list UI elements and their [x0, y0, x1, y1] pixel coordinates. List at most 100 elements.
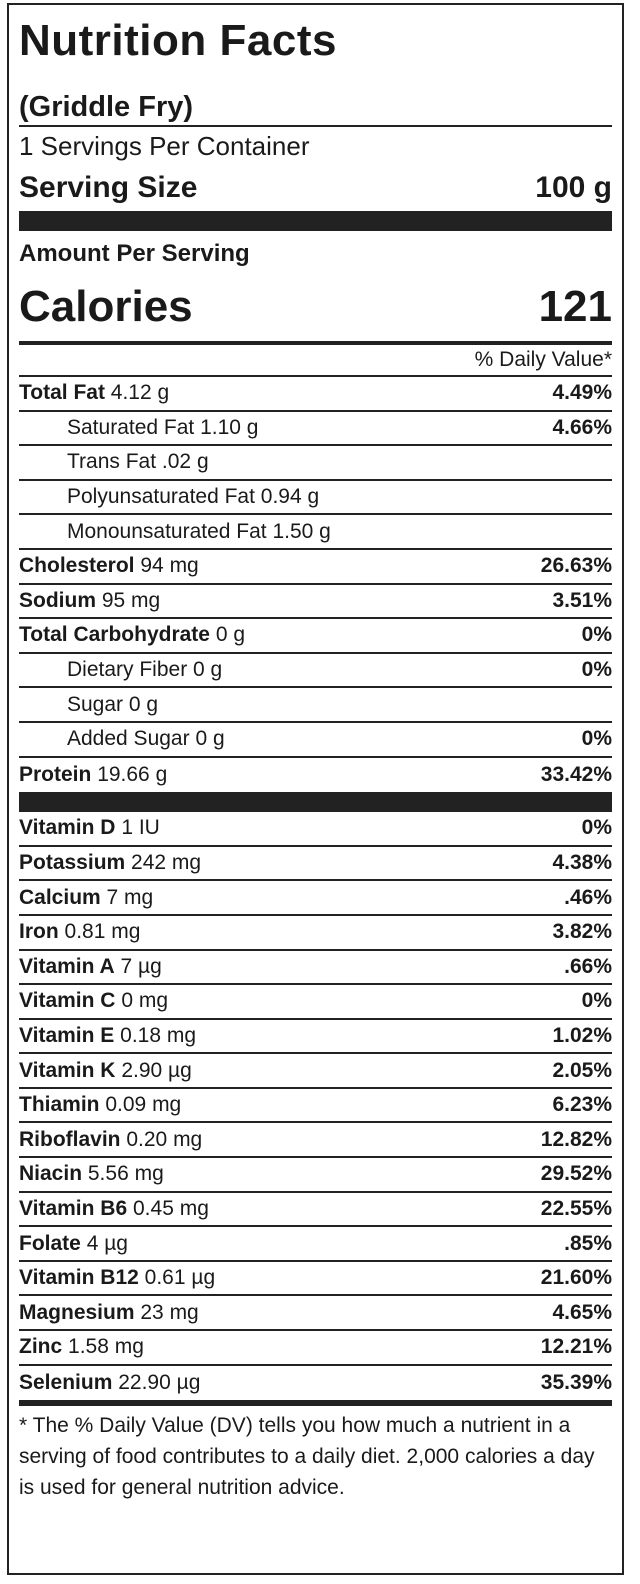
nutrient-name-cell: Trans Fat .02 g	[19, 450, 209, 474]
nutrient-name-cell: Folate 4 µg	[19, 1232, 128, 1256]
nutrient-name-cell: Polyunsaturated Fat 0.94 g	[19, 485, 319, 509]
nutrient-label: Potassium	[19, 851, 126, 875]
nutrient-label: Saturated Fat	[67, 415, 195, 439]
nutrient-amount: 4.12 g	[110, 381, 170, 405]
nutrient-row: Magnesium 23 mg 4.65%	[19, 1296, 612, 1332]
nutrient-label: Polyunsaturated Fat	[67, 485, 255, 509]
daily-value-percent: 4.66%	[552, 415, 612, 439]
calories-label: Calories	[19, 282, 193, 331]
nutrient-amount: 0.45 mg	[133, 1196, 209, 1220]
nutrient-name-cell: Vitamin A 7 µg	[19, 955, 162, 979]
nutrient-row: Selenium 22.90 µg 35.39%	[19, 1366, 612, 1401]
nutrient-row: Vitamin C 0 mg 0%	[19, 985, 612, 1020]
divider	[19, 125, 612, 127]
footnote: * The % Daily Value (DV) tells you how m…	[19, 1414, 595, 1500]
nutrient-amount: 0.94 g	[260, 485, 320, 509]
nutrient-label: Sugar	[67, 692, 124, 716]
daily-value-percent: 4.49%	[552, 381, 612, 405]
nutrient-label: Niacin	[19, 1162, 83, 1186]
nutrient-label: Sodium	[19, 588, 96, 612]
daily-value-percent: 4.38%	[552, 851, 612, 875]
nutrient-label: Zinc	[19, 1335, 63, 1359]
divider	[19, 375, 612, 377]
nutrient-amount: 0 g	[195, 727, 225, 751]
serving-size-value: 100 g	[535, 171, 612, 204]
nutrient-name-cell: Sodium 95 mg	[19, 589, 160, 613]
nutrient-name-cell: Monounsaturated Fat 1.50 g	[19, 520, 331, 544]
label-subtitle: (Griddle Fry)	[19, 91, 194, 123]
daily-value-percent: 29.52%	[540, 1162, 612, 1186]
daily-value-percent: 6.23%	[552, 1093, 612, 1117]
serving-size-label: Serving Size	[19, 171, 198, 204]
nutrient-row: Saturated Fat 1.10 g 4.66%	[19, 412, 612, 447]
nutrient-name-cell: Total Fat 4.12 g	[19, 381, 169, 405]
nutrient-amount: 0 g	[128, 692, 159, 716]
nutrient-name-cell: Vitamin B6 0.45 mg	[19, 1197, 209, 1221]
nutrient-row: Trans Fat .02 g	[19, 446, 612, 481]
daily-value-percent: 0%	[581, 989, 612, 1013]
nutrient-name-cell: Riboflavin 0.20 mg	[19, 1128, 202, 1152]
daily-value-percent: 33.42%	[540, 762, 612, 786]
daily-value-percent: 2.05%	[552, 1058, 612, 1082]
nutrient-name-cell: Vitamin D 1 IU	[19, 816, 160, 840]
nutrient-amount: 1 IU	[121, 816, 160, 840]
nutrient-row: Vitamin D 1 IU 0%	[19, 812, 612, 847]
daily-value-percent: .85%	[564, 1231, 612, 1255]
nutrient-row: Iron 0.81 mg 3.82%	[19, 916, 612, 951]
daily-value-percent: 12.82%	[540, 1127, 612, 1151]
thick-divider	[19, 792, 612, 813]
nutrient-label: Added Sugar	[67, 727, 190, 751]
daily-value-percent: 21.60%	[540, 1266, 612, 1290]
nutrient-name-cell: Saturated Fat 1.10 g	[19, 416, 258, 440]
nutrient-row: Monounsaturated Fat 1.50 g	[19, 515, 612, 550]
nutrient-row: Sugar 0 g	[19, 688, 612, 723]
nutrient-name-cell: Zinc 1.58 mg	[19, 1335, 144, 1359]
nutrient-row: Polyunsaturated Fat 0.94 g	[19, 481, 612, 516]
nutrient-row: Folate 4 µg .85%	[19, 1227, 612, 1262]
nutrient-row: Potassium 242 mg 4.38%	[19, 847, 612, 882]
servings-per-container: 1 Servings Per Container	[19, 131, 310, 161]
daily-value-percent: .46%	[564, 885, 612, 909]
nutrient-label: Dietary Fiber	[67, 658, 188, 682]
nutrient-label: Vitamin E	[19, 1023, 115, 1047]
nutrient-amount: 0 g	[215, 623, 246, 647]
nutrient-amount: 242 mg	[131, 851, 202, 875]
nutrient-label: Folate	[19, 1231, 81, 1255]
nutrient-row: Vitamin B12 0.61 µg 21.60%	[19, 1262, 612, 1297]
nutrient-amount: 19.66 g	[97, 762, 168, 786]
nutrient-label: Vitamin B6	[19, 1196, 128, 1220]
nutrient-name-cell: Protein 19.66 g	[19, 763, 167, 787]
nutrient-amount: 22.90 µg	[118, 1370, 201, 1394]
nutrient-label: Calcium	[19, 885, 101, 909]
nutrient-amount: 5.56 mg	[87, 1162, 164, 1186]
nutrient-label: Iron	[19, 920, 59, 944]
nutrient-label: Vitamin B12	[19, 1266, 139, 1290]
nutrient-amount: 23 mg	[140, 1300, 199, 1324]
nutrient-amount: 0.20 mg	[126, 1127, 203, 1151]
daily-value-percent: 3.51%	[552, 588, 612, 612]
nutrient-label: Vitamin C	[19, 989, 116, 1013]
daily-value-percent: 12.21%	[540, 1335, 612, 1359]
nutrient-amount: 0 mg	[121, 989, 168, 1013]
nutrient-label: Total Carbohydrate	[19, 623, 210, 647]
nutrient-row: Vitamin K 2.90 µg 2.05%	[19, 1054, 612, 1089]
daily-value-percent: .66%	[564, 954, 612, 978]
nutrient-row: Vitamin A 7 µg .66%	[19, 951, 612, 986]
nutrient-label: Trans Fat	[67, 450, 157, 474]
daily-value-percent: 35.39%	[540, 1370, 612, 1394]
nutrient-name-cell: Potassium 242 mg	[19, 851, 201, 875]
nutrient-name-cell: Vitamin E 0.18 mg	[19, 1024, 196, 1048]
nutrient-row: Riboflavin 0.20 mg 12.82%	[19, 1123, 612, 1159]
nutrient-amount: 7 mg	[106, 885, 154, 909]
nutrient-row: Protein 19.66 g 33.42%	[19, 758, 612, 793]
nutrient-amount: 4 µg	[86, 1231, 128, 1255]
nutrient-name-cell: Dietary Fiber 0 g	[19, 658, 222, 682]
label-content: Nutrition Facts (Griddle Fry) 1 Servings…	[19, 5, 612, 1503]
amount-per-serving: Amount Per Serving	[19, 240, 250, 267]
daily-value-percent: 4.65%	[552, 1300, 612, 1324]
nutrient-amount: 95 mg	[101, 588, 161, 612]
nutrient-row: Calcium 7 mg .46%	[19, 881, 612, 916]
nutrient-name-cell: Added Sugar 0 g	[19, 727, 225, 751]
daily-value-percent: 0%	[581, 816, 612, 840]
daily-value-percent: 22.55%	[540, 1196, 612, 1220]
